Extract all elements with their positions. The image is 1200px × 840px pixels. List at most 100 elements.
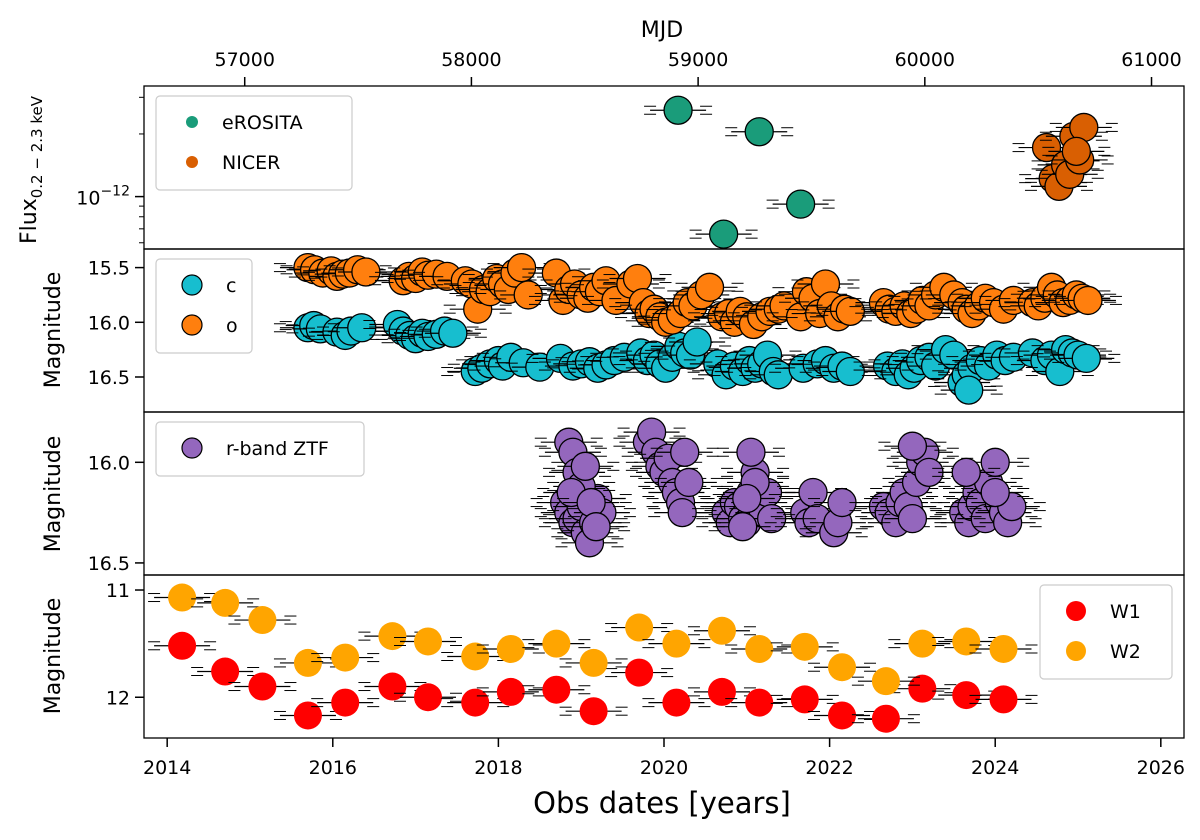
flux-ylabel: Flux0.2 − 2.3 keV [17, 95, 46, 244]
y-tick-label: 15.5 [88, 258, 130, 280]
y-tick-exponent: −12 [100, 184, 130, 200]
y-tick-label: 16.5 [88, 367, 130, 389]
legend-frame [155, 421, 365, 477]
y-tick-label: 16.0 [88, 452, 130, 474]
legend-marker [1066, 601, 1086, 621]
data-point [347, 313, 377, 343]
data-point [542, 629, 571, 658]
data-point [579, 648, 608, 677]
atlas-ylabel: Magnitude [41, 272, 66, 389]
data-point [745, 634, 774, 663]
data-point [785, 189, 816, 219]
data-point [871, 704, 900, 733]
error-bar [851, 714, 920, 724]
data-point [496, 677, 525, 706]
legend-marker [186, 156, 198, 168]
data-point [670, 437, 700, 467]
data-point [871, 667, 900, 696]
data-point [378, 622, 407, 651]
legend-marker [186, 116, 198, 128]
wise-ylabel: Magnitude [41, 598, 66, 715]
data-point [954, 375, 984, 405]
data-point [414, 627, 443, 656]
year-tick-label: 2020 [640, 757, 688, 779]
data-point [248, 672, 277, 701]
data-point [625, 658, 654, 687]
mjd-tick-label: 60000 [895, 49, 955, 71]
data-point [414, 683, 443, 712]
data-point [897, 431, 928, 461]
error-bar [418, 328, 487, 338]
data-point [663, 95, 693, 125]
legend-label: c [226, 275, 236, 297]
legend-marker [181, 314, 203, 336]
y-tick-label: 11 [106, 580, 130, 602]
data-point [662, 688, 691, 717]
year-tick-label: 2016 [309, 757, 357, 779]
data-point [835, 356, 865, 387]
data-point [989, 634, 1018, 663]
data-point [897, 504, 928, 534]
y-tick-base: 10 [76, 188, 100, 210]
atlas-magnitude-panel: 15.5 16.0 16.5 co [88, 248, 1185, 413]
legend-label: o [226, 315, 238, 337]
year-tick-label: 2022 [805, 757, 853, 779]
panel-data [644, 95, 1118, 249]
data-point [908, 674, 937, 703]
mjd-tick-label: 58000 [441, 49, 501, 71]
y-tick-label: 16.0 [88, 312, 130, 334]
data-point [461, 642, 490, 671]
data-point [790, 685, 819, 714]
data-point [168, 583, 197, 612]
ztf-ylabel: Magnitude [41, 436, 66, 553]
data-point [581, 512, 611, 542]
legend-label: W1 [1110, 601, 1141, 623]
flux-ylabel-main: Flux [17, 198, 42, 244]
legend-label: eROSITA [222, 112, 303, 134]
data-point [378, 672, 407, 701]
data-point [293, 648, 322, 677]
data-point [674, 467, 704, 498]
year-tick-label: 2024 [971, 757, 1019, 779]
legend: r-band ZTF [155, 421, 365, 477]
panel-data [530, 417, 1046, 558]
y-tick-label: 16.5 [88, 553, 130, 575]
legend-frame [155, 95, 353, 191]
data-point [576, 487, 606, 518]
data-point [828, 653, 857, 682]
mjd-tick-label: 59000 [668, 49, 728, 71]
panel-data [148, 583, 1038, 733]
legend-label: W2 [1110, 641, 1141, 663]
data-point [732, 483, 762, 514]
legend-marker [181, 437, 203, 459]
wise-magnitude-panel: 11 12 W1 W2 [106, 574, 1185, 739]
mjd-axis: 57000 58000 59000 60000 61000 [214, 49, 1182, 86]
data-point [331, 643, 360, 672]
data-point [1061, 136, 1092, 166]
legend-label: NICER [222, 152, 280, 174]
legend: W1 W2 [1039, 584, 1173, 680]
year-tick-label: 2026 [1137, 757, 1185, 779]
data-point [211, 588, 240, 617]
year-axis: 2014 2016 2018 2020 2022 2024 2026 [143, 738, 1185, 779]
data-point [790, 632, 819, 661]
data-point [952, 627, 981, 656]
data-point [694, 272, 725, 302]
data-point [438, 318, 468, 348]
data-point [952, 681, 981, 710]
data-point [662, 629, 691, 658]
legend: co [155, 258, 253, 354]
ztf-magnitude-panel: 16.0 16.5 r-band ZTF [88, 411, 1185, 576]
legend-frame [1039, 584, 1173, 680]
year-tick-label: 2018 [474, 757, 522, 779]
data-point [707, 677, 736, 706]
data-point [744, 117, 774, 147]
data-point [763, 360, 793, 390]
data-point [728, 512, 758, 542]
legend-frame [155, 258, 253, 354]
data-point [1071, 343, 1101, 374]
mjd-axis-label: MJD [641, 18, 683, 43]
panel-data [273, 252, 1122, 405]
data-point [211, 657, 240, 686]
year-axis-label: Obs dates [years] [533, 786, 791, 820]
